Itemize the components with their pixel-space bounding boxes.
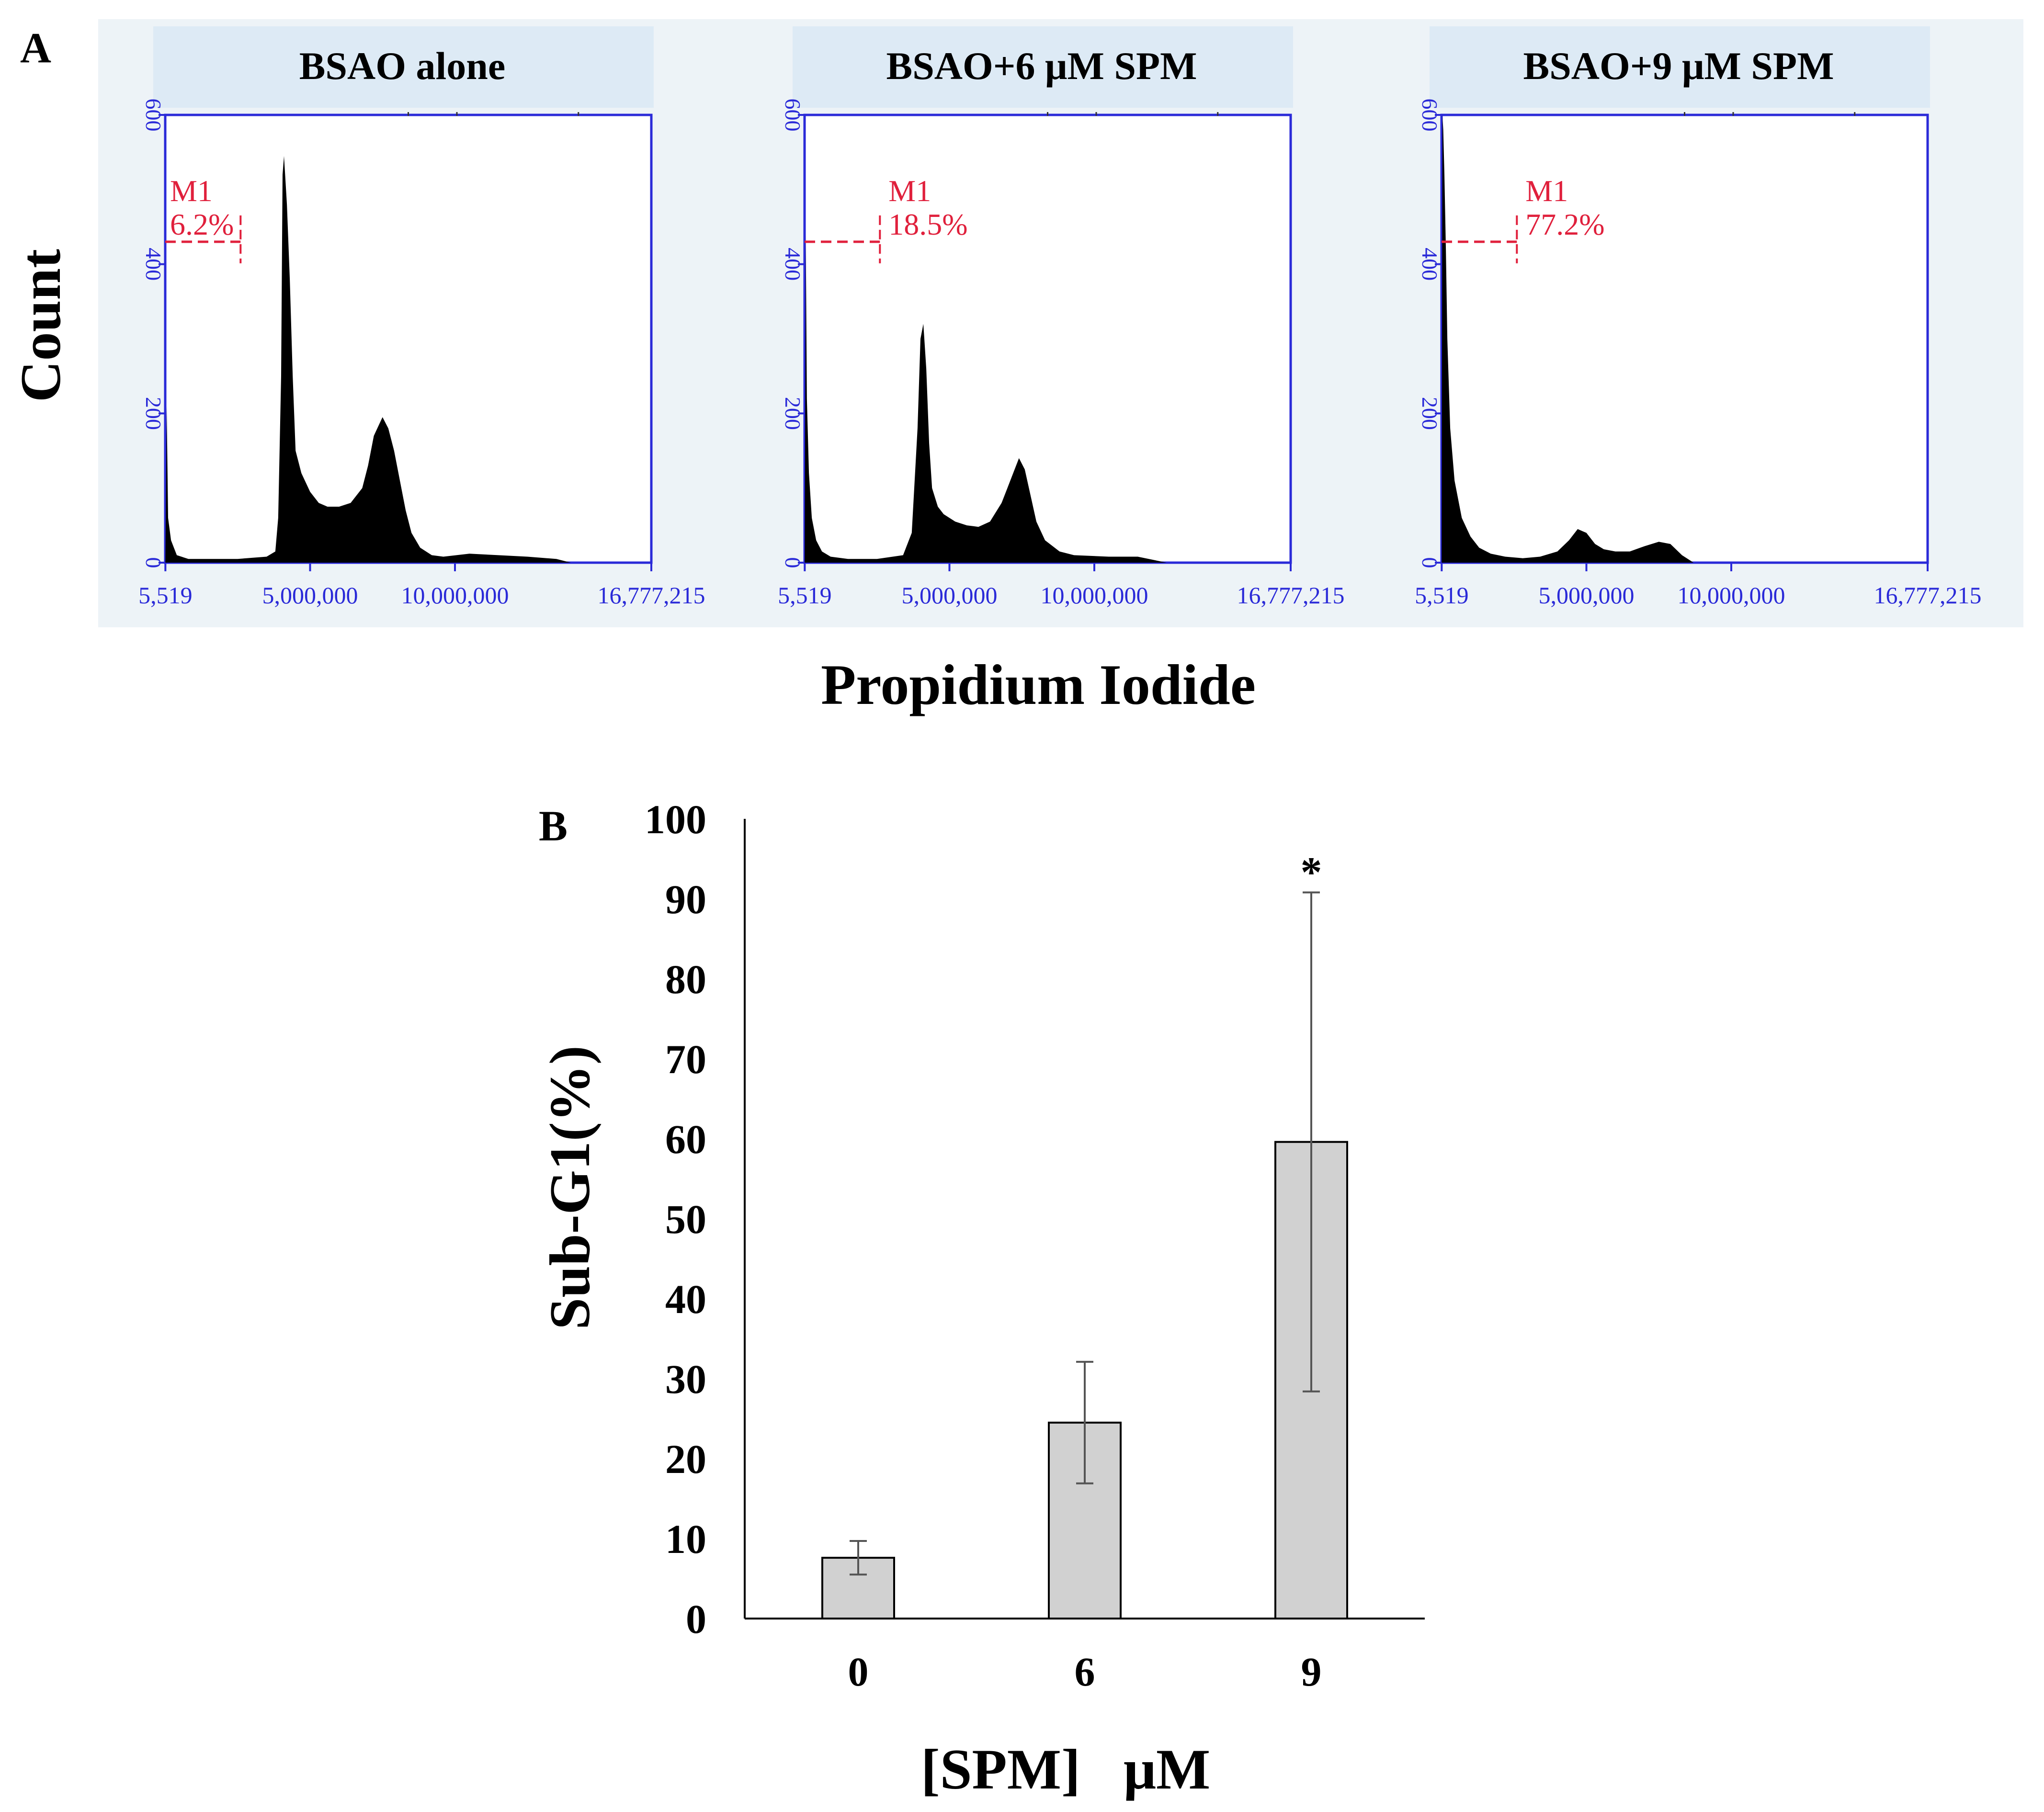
m1-marker-label: M1: [170, 174, 213, 208]
m1-percent-label: 77.2%: [1525, 207, 1604, 241]
histogram-x-tick-label: 16,777,215: [1237, 582, 1345, 609]
m1-marker-label: M1: [1525, 174, 1568, 208]
histogram-y-tick-label: 200: [141, 397, 166, 430]
bar-chart-y-tick-label: 50: [665, 1196, 706, 1242]
histogram-panel-1: BSAO alone 0 200 400 600 5,519 5,000,000 10,000…: [138, 26, 705, 609]
bar-chart-y-tick-label: 40: [665, 1276, 706, 1322]
histogram-title: BSAO+6 μM SPM: [886, 44, 1197, 88]
histogram-title-box: [1430, 26, 1930, 108]
histogram-title: BSAO+9 μM SPM: [1523, 44, 1834, 88]
histogram-x-tick-label: 5,519: [778, 582, 832, 609]
histogram-y-tick-label: 0: [141, 557, 166, 568]
significance-marker: *: [1301, 849, 1322, 896]
m1-percent-label: 18.5%: [888, 207, 967, 241]
histogram-y-tick-label: 200: [781, 397, 805, 430]
bar-6: [1048, 1421, 1122, 1620]
bar-chart-x-tick-label: 6: [1075, 1649, 1095, 1695]
histogram-y-tick-label: 200: [1418, 397, 1442, 430]
panel-a-y-label: Count: [9, 249, 72, 402]
histogram-y-tick-label: 600: [1418, 99, 1442, 132]
histogram-title-box: [153, 26, 654, 108]
bar-chart-x-tick-label: 0: [848, 1649, 869, 1695]
bar-chart-y-tick-label: 20: [665, 1436, 706, 1482]
histogram-y-tick-label: 600: [781, 99, 805, 132]
histogram-x-tick-label: 5,519: [138, 582, 193, 609]
panel-b-letter: B: [539, 803, 568, 850]
histogram-x-tick-label: 10,000,000: [1677, 582, 1785, 609]
panel-a-letter: A: [20, 24, 51, 72]
histogram-y-tick-label: 400: [141, 248, 166, 281]
bar-chart-y-tick-label: 60: [665, 1116, 706, 1162]
histogram-x-tick-label: 5,000,000: [262, 582, 358, 609]
histogram-y-tick-label: 0: [781, 557, 805, 568]
histogram-y-tick-label: 600: [141, 99, 166, 132]
histogram-plot-frame: [164, 113, 653, 564]
bar-chart-y-tick-label: 30: [665, 1356, 706, 1402]
histogram-distribution: [165, 156, 571, 563]
bar-chart-x-label: [SPM] μM: [921, 1737, 1211, 1801]
histogram-x-tick-label: 16,777,215: [598, 582, 705, 609]
bar-chart-y-tick-label: 80: [665, 956, 706, 1002]
m1-marker-label: M1: [888, 174, 931, 208]
histogram-x-tick-label: 5,519: [1415, 582, 1469, 609]
histogram-title: BSAO alone: [299, 44, 506, 88]
bar-chart: 0 10 20 30 40 50 60 70 80 90 100 0 6 * 9: [645, 796, 1425, 1695]
histogram-x-tick-label: 16,777,215: [1874, 582, 1982, 609]
histogram-plot-frame: [803, 113, 1292, 564]
histogram-y-tick-label: 400: [1418, 248, 1442, 281]
histogram-title-box: [793, 26, 1293, 108]
panel-a-x-label: Propidium Iodide: [821, 653, 1256, 716]
bar-chart-y-tick-label: 0: [686, 1596, 706, 1642]
histogram-panel-3: BSAO+9 μM SPM 0 200 400 600 5,519 5,000,000 10,…: [1415, 26, 1982, 609]
m1-percent-label: 6.2%: [170, 207, 234, 241]
histogram-x-tick-label: 5,000,000: [1538, 582, 1634, 609]
histogram-panels: BSAO alone 0 200 400 600 5,519 5,000,000 10,000…: [138, 26, 1982, 609]
histogram-x-tick-label: 10,000,000: [1040, 582, 1148, 609]
bar-chart-y-tick-label: 100: [645, 796, 706, 842]
histogram-x-tick-label: 5,000,000: [901, 582, 997, 609]
histogram-panel-2: BSAO+6 μM SPM 0 200 400 600 5,519 5,000,000 10,…: [778, 26, 1345, 609]
bar-chart-y-tick-label: 10: [665, 1516, 706, 1562]
histogram-plot-frame: [1440, 113, 1929, 564]
histogram-y-tick-label: 400: [781, 248, 805, 281]
bar-chart-y-tick-label: 70: [665, 1036, 706, 1082]
bar-chart-y-tick-label: 90: [665, 876, 706, 922]
bar-chart-x-tick-label: 9: [1301, 1649, 1322, 1695]
histogram-x-tick-label: 10,000,000: [401, 582, 509, 609]
bar-chart-y-label: Sub-G1(%): [538, 1045, 602, 1329]
histogram-y-tick-label: 0: [1418, 557, 1442, 568]
